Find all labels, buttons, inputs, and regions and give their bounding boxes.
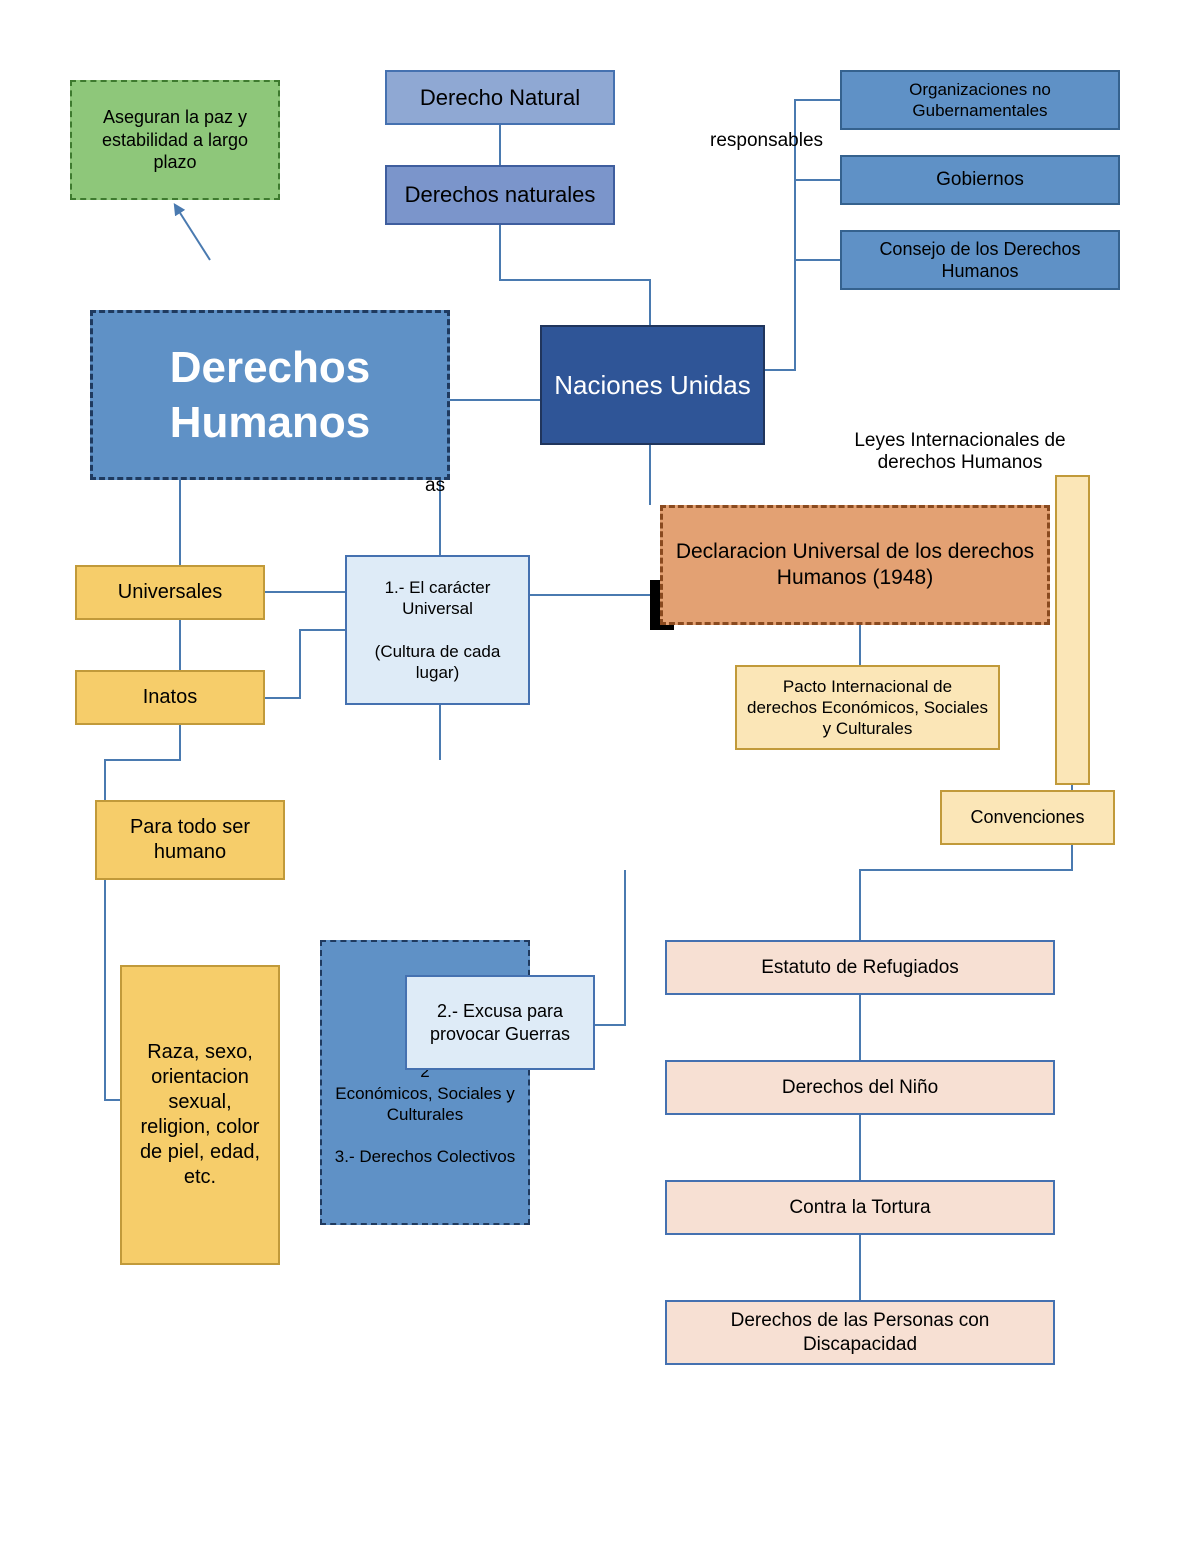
node-tortura: Contra la Tortura bbox=[665, 1180, 1055, 1235]
node-inatos: Inatos bbox=[75, 670, 265, 725]
node-refugiados: Estatuto de Refugiados bbox=[665, 940, 1055, 995]
node-raza: Raza, sexo, orientacion sexual, religion… bbox=[120, 965, 280, 1265]
node-derechos-humanos: Derechos Humanos bbox=[90, 310, 450, 480]
node-discapacidad: Derechos de las Personas con Discapacida… bbox=[665, 1300, 1055, 1365]
node-nino: Derechos del Niño bbox=[665, 1060, 1055, 1115]
label-leyes: Leyes Internacionales de derechos Humano… bbox=[810, 430, 1110, 474]
node-consejo: Consejo de los Derechos Humanos bbox=[840, 230, 1120, 290]
node-para-todo: Para todo ser humano bbox=[95, 800, 285, 880]
node-declaracion: Declaracion Universal de los derechos Hu… bbox=[660, 505, 1050, 625]
label-responsables: responsables bbox=[710, 130, 823, 152]
node-excusa-guerras: 2.- Excusa para provocar Guerras bbox=[405, 975, 595, 1070]
node-universales: Universales bbox=[75, 565, 265, 620]
diagram-canvas: responsables Leyes Internacionales de de… bbox=[0, 0, 1200, 1553]
node-pacto: Pacto Internacional de derechos Económic… bbox=[735, 665, 1000, 750]
node-naciones-unidas: Naciones Unidas bbox=[540, 325, 765, 445]
node-gobiernos: Gobiernos bbox=[840, 155, 1120, 205]
node-paz: Aseguran la paz y estabilidad a largo pl… bbox=[70, 80, 280, 200]
node-derechos-naturales: Derechos naturales bbox=[385, 165, 615, 225]
node-derecho-natural: Derecho Natural bbox=[385, 70, 615, 125]
node-ong: Organizaciones no Gubernamentales bbox=[840, 70, 1120, 130]
node-leyes-bar bbox=[1055, 475, 1090, 785]
node-caracter-universal: 1.- El carácter Universal (Cultura de ca… bbox=[345, 555, 530, 705]
node-convenciones: Convenciones bbox=[940, 790, 1115, 845]
